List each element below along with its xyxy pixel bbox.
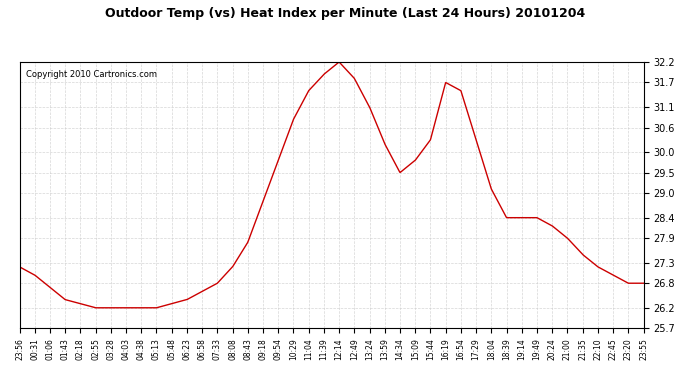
Text: Copyright 2010 Cartronics.com: Copyright 2010 Cartronics.com [26, 70, 157, 79]
Text: Outdoor Temp (vs) Heat Index per Minute (Last 24 Hours) 20101204: Outdoor Temp (vs) Heat Index per Minute … [105, 8, 585, 21]
